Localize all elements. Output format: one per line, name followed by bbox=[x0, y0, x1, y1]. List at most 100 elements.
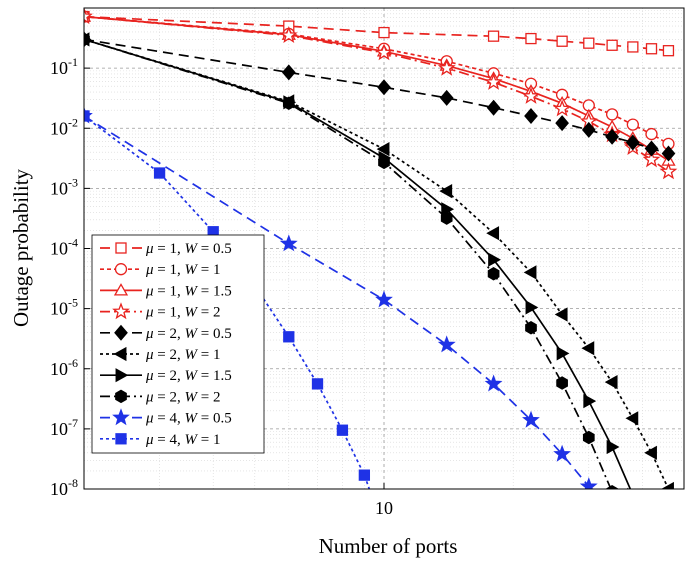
legend-entry: μ = 4, W = 0.5 bbox=[100, 408, 232, 427]
triangle-left-marker bbox=[661, 481, 674, 489]
legend-entry: μ = 4, W = 1 bbox=[100, 432, 220, 448]
diamond-marker bbox=[524, 108, 538, 124]
triangle-left-marker bbox=[644, 445, 657, 460]
star-marker bbox=[484, 374, 503, 392]
star-marker bbox=[112, 302, 130, 320]
square-marker bbox=[84, 110, 90, 122]
triangle-left-marker bbox=[486, 226, 500, 241]
legend-label: μ = 2, W = 1.5 bbox=[145, 368, 232, 384]
hexagon-marker bbox=[628, 538, 638, 550]
star-marker bbox=[579, 477, 598, 489]
square-marker bbox=[115, 433, 127, 445]
legend-label: μ = 2, W = 0.5 bbox=[145, 326, 232, 342]
legend: μ = 1, W = 0.5 μ = 1, W = 1 μ = 1, W = 1.5… bbox=[91, 234, 265, 454]
square-marker bbox=[378, 26, 390, 39]
triangle-left-marker bbox=[604, 374, 618, 390]
legend-label: μ = 1, W = 1.5 bbox=[145, 283, 232, 299]
legend-entry: μ = 1, W = 1.5 bbox=[100, 283, 232, 299]
diamond-marker bbox=[555, 115, 569, 132]
diamond-marker bbox=[661, 145, 676, 162]
star-marker bbox=[605, 513, 619, 527]
y-tick-label: 10-5 bbox=[50, 296, 78, 319]
series-1 bbox=[84, 10, 675, 57]
y-tick-label: 10-8 bbox=[50, 476, 78, 499]
hexagon-marker bbox=[84, 32, 90, 47]
square-marker bbox=[153, 167, 166, 179]
star-marker bbox=[659, 162, 678, 180]
hexagon-marker bbox=[525, 321, 537, 335]
star-marker bbox=[375, 43, 393, 61]
star-marker bbox=[522, 410, 540, 428]
star-marker bbox=[279, 26, 298, 43]
series-line bbox=[84, 15, 669, 173]
square-marker bbox=[358, 469, 371, 481]
legend-label: μ = 1, W = 1 bbox=[145, 262, 220, 278]
star-marker bbox=[553, 99, 571, 117]
legend-label: μ = 1, W = 0.5 bbox=[145, 241, 232, 257]
y-tick-label: 10-1 bbox=[50, 55, 78, 78]
square-marker bbox=[583, 37, 595, 49]
legend-entry: μ = 1, W = 2 bbox=[100, 302, 220, 321]
legend-label: μ = 4, W = 1 bbox=[145, 432, 220, 448]
series-9 bbox=[84, 106, 619, 527]
square-marker bbox=[525, 32, 537, 45]
hexagon-marker bbox=[440, 211, 453, 225]
diamond-marker bbox=[439, 89, 454, 106]
hexagon-marker bbox=[606, 485, 618, 489]
circle-marker bbox=[114, 263, 128, 276]
legend-label: μ = 2, W = 1 bbox=[145, 347, 220, 363]
square-marker bbox=[336, 424, 349, 436]
triangle-right-marker bbox=[488, 252, 501, 267]
triangle-marker bbox=[113, 283, 129, 296]
triangle-left-marker bbox=[376, 141, 390, 157]
series-line bbox=[84, 115, 592, 489]
y-axis-label: Outage probability bbox=[9, 168, 33, 327]
triangle-left-marker bbox=[113, 346, 127, 362]
y-tick-label: 10-7 bbox=[50, 416, 78, 439]
diamond-marker bbox=[486, 99, 501, 116]
series-line bbox=[84, 15, 669, 145]
star-marker bbox=[84, 8, 93, 25]
data-series bbox=[84, 8, 678, 550]
triangle-right-marker bbox=[583, 393, 597, 409]
series-8 bbox=[84, 32, 638, 550]
star-marker bbox=[279, 234, 298, 252]
x-axis-ticks: 10 bbox=[375, 483, 393, 518]
hexagon-marker bbox=[556, 376, 568, 390]
diamond-marker bbox=[281, 64, 296, 81]
legend-entry: μ = 2, W = 2 bbox=[100, 389, 220, 405]
y-tick-label: 10-2 bbox=[50, 115, 78, 138]
y-axis-ticks: 10-1 10-2 10-3 10-4 10-5 10-6 10-7 10-8 bbox=[50, 55, 90, 499]
circle-marker bbox=[626, 118, 639, 131]
square-marker bbox=[606, 39, 618, 51]
square-marker bbox=[627, 41, 639, 53]
series-3 bbox=[84, 9, 676, 166]
hexagon-marker bbox=[582, 430, 595, 445]
square-marker bbox=[662, 45, 675, 57]
star-marker bbox=[112, 408, 130, 426]
series-line bbox=[84, 115, 371, 489]
triangle-left-marker bbox=[439, 183, 453, 199]
diamond-marker bbox=[605, 128, 619, 145]
legend-label: μ = 4, W = 0.5 bbox=[145, 411, 232, 427]
diamond-marker bbox=[625, 134, 640, 151]
legend-label: μ = 1, W = 2 bbox=[145, 305, 220, 321]
diamond-marker bbox=[114, 324, 128, 341]
legend-entry: μ = 2, W = 1.5 bbox=[100, 368, 232, 384]
hexagon-marker bbox=[282, 96, 295, 111]
series-line bbox=[84, 15, 669, 52]
triangle-right-marker bbox=[115, 368, 129, 383]
circle-marker bbox=[605, 108, 619, 121]
triangle-right-marker bbox=[627, 487, 630, 489]
star-marker bbox=[553, 444, 571, 462]
triangle-left-marker bbox=[554, 307, 568, 322]
star-marker bbox=[437, 335, 456, 353]
square-marker bbox=[556, 35, 568, 47]
hexagon-marker bbox=[115, 389, 127, 404]
y-tick-label: 10-4 bbox=[50, 236, 78, 259]
diamond-marker bbox=[644, 140, 659, 157]
square-marker bbox=[115, 242, 127, 254]
hexagon-marker bbox=[487, 267, 500, 281]
y-tick-label: 10-3 bbox=[50, 175, 78, 198]
